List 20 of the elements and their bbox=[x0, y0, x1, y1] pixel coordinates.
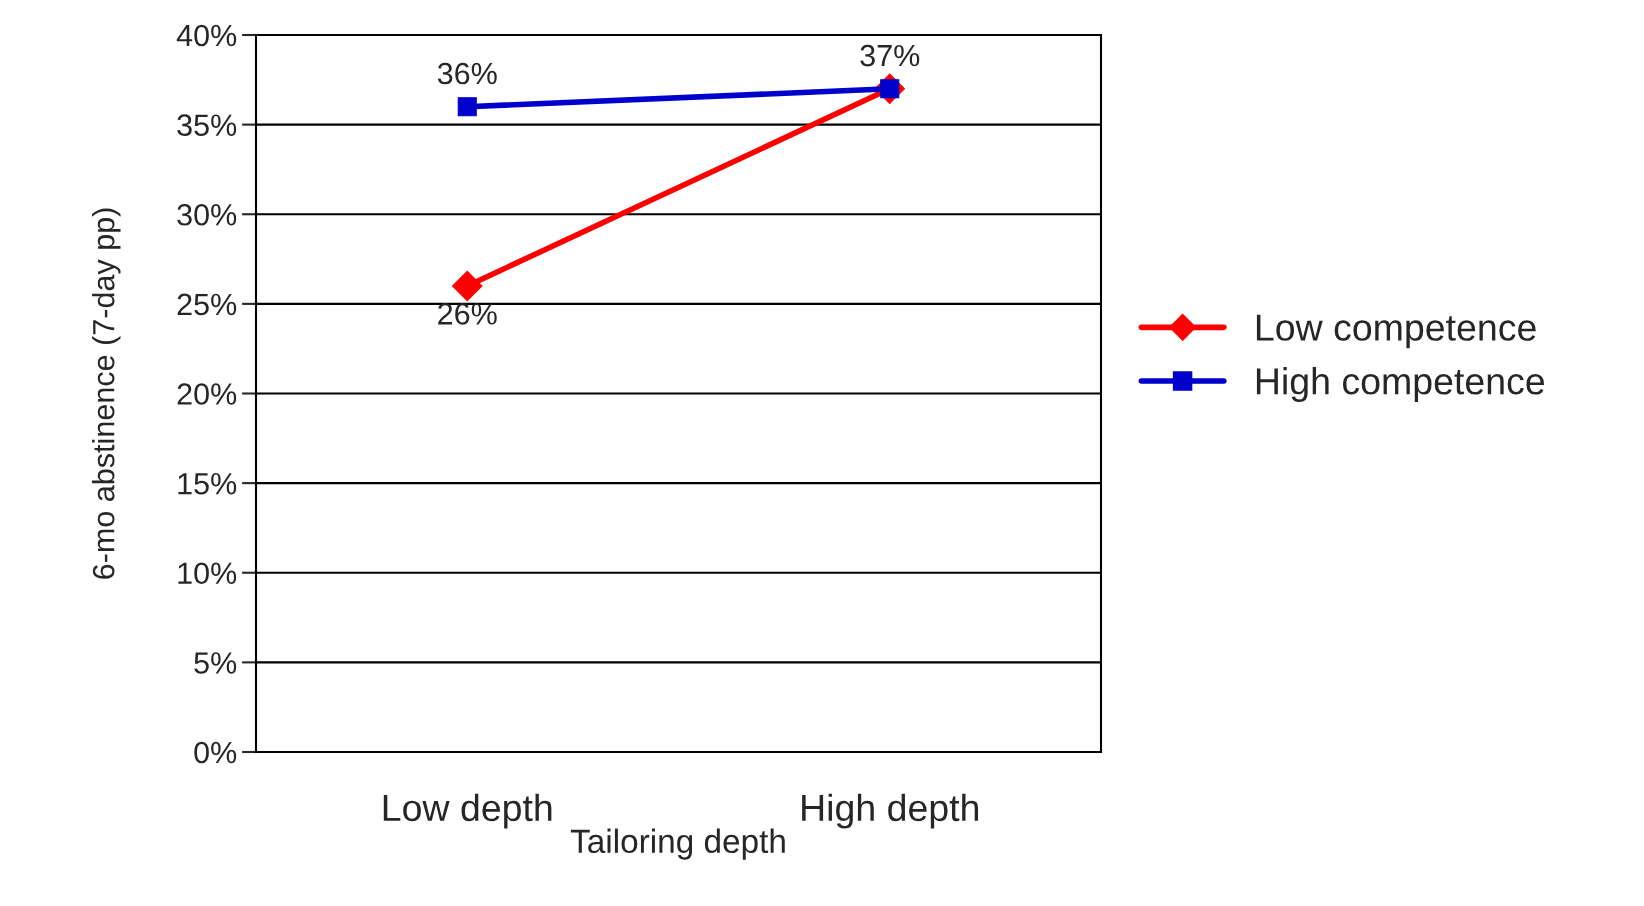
point bbox=[457, 97, 477, 117]
y-axis-title: 6-mo abstinence (7-day pp) bbox=[92, 208, 121, 579]
data-label: 36% bbox=[437, 62, 497, 85]
y-tick-label: 40% bbox=[176, 24, 237, 47]
x-axis-title: Tailoring depth bbox=[570, 828, 785, 860]
point bbox=[452, 270, 483, 302]
x-tick-label: High depth bbox=[802, 793, 979, 829]
data-label: 37% bbox=[860, 44, 920, 67]
y-tick-label: 0% bbox=[194, 741, 237, 764]
y-tick-label: 15% bbox=[178, 472, 237, 495]
y-tick-label: 10% bbox=[178, 562, 237, 585]
legend-label: High competence bbox=[1256, 367, 1545, 402]
y-tick-label: 25% bbox=[177, 293, 237, 316]
data-label: 26% bbox=[438, 303, 497, 325]
y-tick-label: 5% bbox=[194, 652, 237, 674]
y-tick-label: 30% bbox=[177, 203, 237, 226]
y-tick-label: 20% bbox=[177, 383, 237, 405]
y-tick-label: 35% bbox=[177, 114, 237, 136]
x-tick-label: Low depth bbox=[383, 793, 552, 829]
legend-label: Low competence bbox=[1256, 314, 1536, 349]
